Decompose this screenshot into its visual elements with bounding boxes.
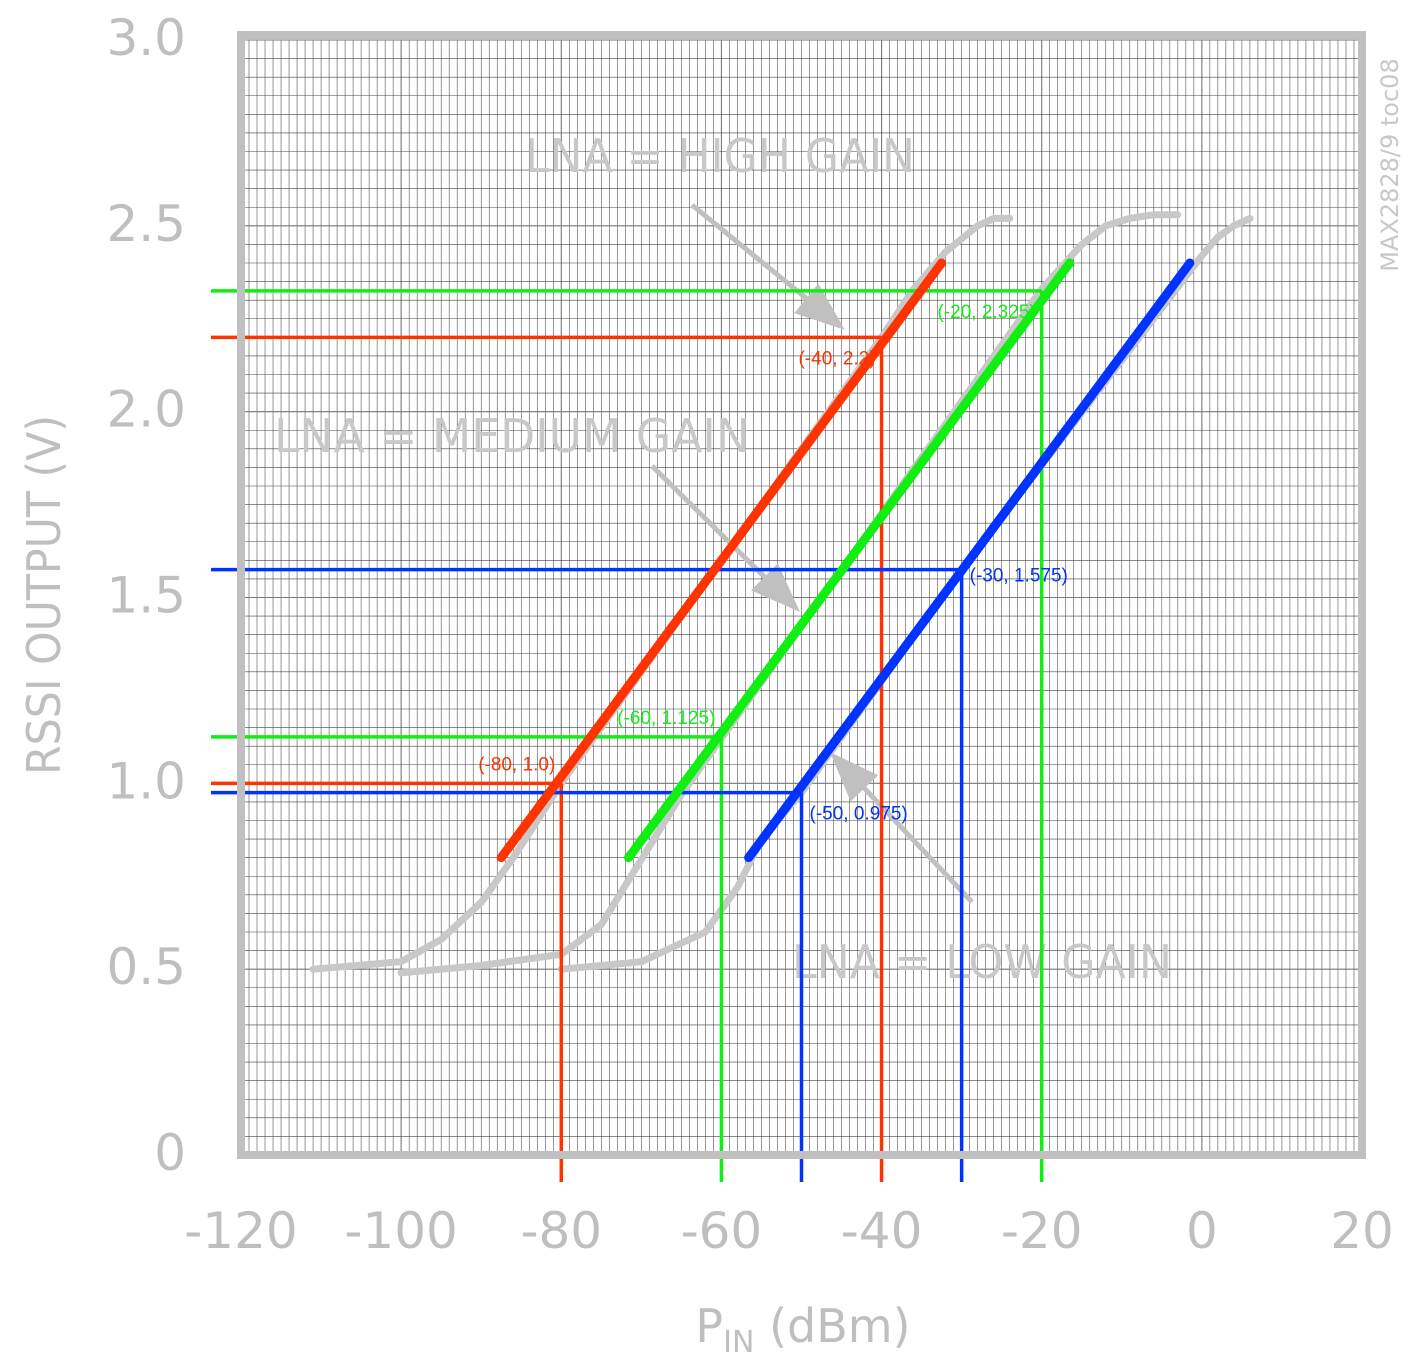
x-tick-label: -100: [344, 1202, 457, 1260]
annotation-arrow-shaft-1: [692, 205, 806, 298]
x-tick-label: -20: [1001, 1202, 1083, 1260]
figure-id-label: MAX2828/9 toc08: [1376, 58, 1404, 271]
x-tick-labels: -120 -100 -80 -60 -40 -20 0 20: [184, 1202, 1394, 1260]
x-tick-label: -120: [184, 1202, 297, 1260]
x-tick-label: 20: [1330, 1202, 1394, 1260]
x-tick-label: -80: [520, 1202, 602, 1260]
y-tick-label: 1.5: [106, 567, 186, 625]
measured-curve-1: [313, 218, 1010, 969]
y-tick-label: 0.5: [106, 938, 186, 996]
x-axis-title-subscript: IN: [723, 1325, 754, 1356]
annotation-high-gain: LNA = HIGH GAIN: [525, 129, 915, 183]
point-label: (-30, 1.575): [970, 566, 1068, 587]
point-label: (-80, 1.0): [478, 754, 555, 775]
y-tick-label: 0: [154, 1124, 186, 1182]
point-label: (-40, 2.2): [798, 348, 875, 369]
y-tick-label: 2.5: [106, 195, 186, 253]
y-tick-label: 2.0: [106, 381, 186, 439]
x-tick-label: 0: [1186, 1202, 1218, 1260]
y-axis-title: RSSI OUTPUT (V): [17, 415, 71, 775]
x-tick-label: -60: [681, 1202, 763, 1260]
point-label: (-50, 0.975): [810, 804, 908, 825]
annotation-low-gain: LNA = LOW GAIN: [792, 935, 1172, 989]
y-tick-labels: 0 0.5 1.0 1.5 2.0 2.5 3.0: [106, 9, 186, 1182]
x-axis-title-main: P: [695, 1299, 723, 1353]
y-tick-label: 3.0: [106, 9, 186, 67]
y-tick-label: 1.0: [106, 752, 186, 810]
point-label: (-60, 1.125): [617, 708, 715, 729]
x-tick-label: -40: [841, 1202, 923, 1260]
annotation-arrows: [652, 205, 972, 902]
point-label: (-20, 2.325): [937, 302, 1035, 323]
annotation-medium-gain: LNA = MEDIUM GAIN: [274, 409, 750, 463]
x-axis-title: PIN (dBm): [695, 1299, 910, 1356]
x-axis-title-unit: (dBm): [754, 1299, 910, 1353]
